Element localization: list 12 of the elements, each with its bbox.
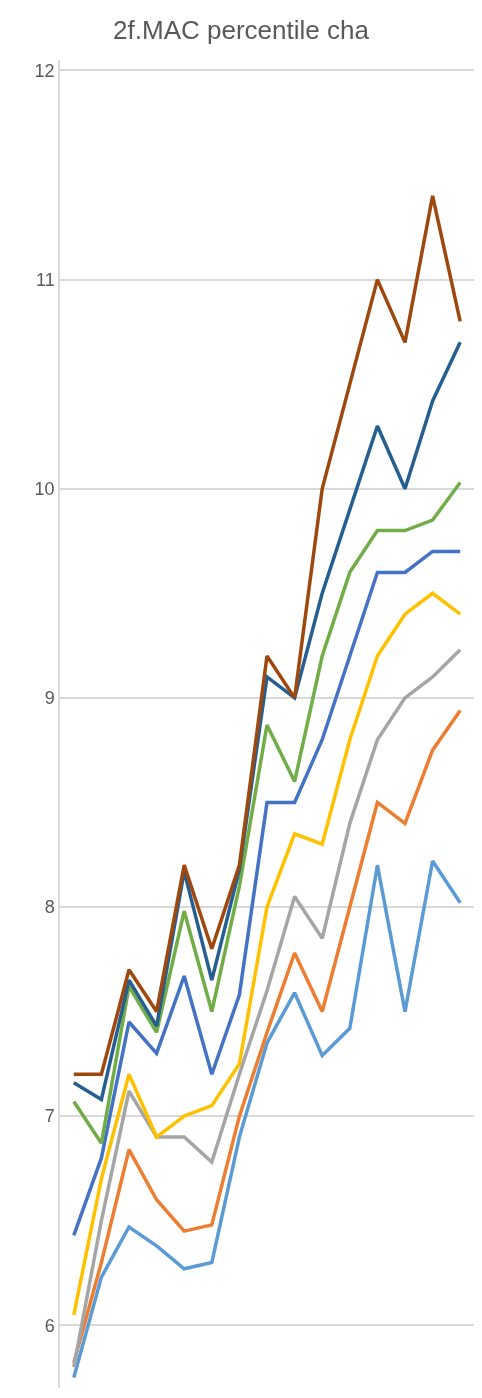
line-series [72,480,462,1146]
y-tick-label: 9 [44,688,55,709]
line-series [72,194,462,1077]
chart-title: 2f.MAC percentile cha [113,15,370,46]
y-tick-label: 7 [44,1106,55,1127]
line-series [72,549,462,1238]
line-series [72,859,462,1380]
y-tick-label: 11 [35,269,55,290]
y-tick-label: 10 [34,479,55,500]
y-tick-label: 6 [44,1315,55,1336]
y-tick-label: 8 [44,897,55,918]
y-tick-label: 12 [34,60,55,81]
